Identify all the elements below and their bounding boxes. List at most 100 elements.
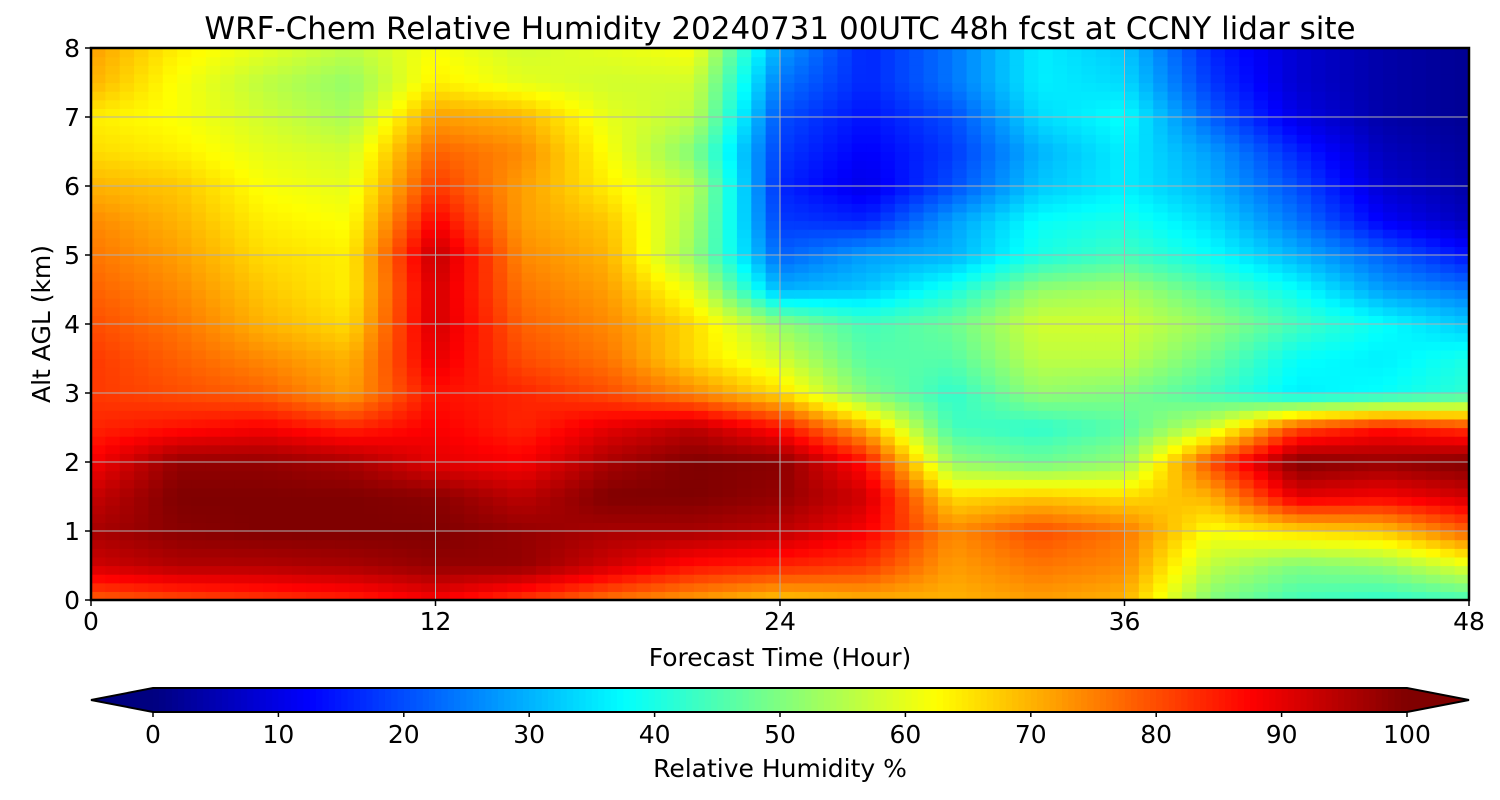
- field-cell: [421, 315, 437, 325]
- field-cell: [1124, 375, 1140, 385]
- field-cell: [349, 505, 365, 515]
- field-cell: [1138, 393, 1154, 403]
- field-cell: [1009, 548, 1025, 558]
- field-cell: [464, 306, 480, 316]
- field-cell: [1009, 280, 1025, 291]
- field-cell: [1153, 194, 1169, 204]
- field-cell: [1181, 410, 1197, 420]
- field-cell: [1239, 220, 1255, 230]
- field-cell: [1268, 384, 1283, 394]
- field-cell: [1296, 470, 1312, 480]
- field-cell: [191, 513, 207, 523]
- field-cell: [1224, 384, 1240, 394]
- field-cell: [492, 453, 508, 463]
- field-cell: [980, 168, 996, 178]
- field-cell: [679, 246, 695, 256]
- field-cell: [349, 349, 365, 360]
- field-cell: [1009, 272, 1025, 282]
- field-cell: [177, 436, 193, 446]
- field-cell: [248, 479, 264, 489]
- field-cell: [1024, 306, 1039, 316]
- field-cell: [1440, 436, 1456, 446]
- field-cell: [1325, 574, 1341, 584]
- field-cell: [952, 237, 968, 247]
- field-cell: [665, 556, 681, 567]
- field-cell: [780, 513, 795, 523]
- field-cell: [134, 418, 150, 429]
- field-cell: [363, 591, 379, 600]
- field-cell: [277, 531, 293, 541]
- field-cell: [1110, 272, 1126, 282]
- field-cell: [1454, 539, 1469, 549]
- field-cell: [1009, 556, 1025, 567]
- field-cell: [808, 280, 824, 291]
- field-cell: [1138, 306, 1154, 316]
- field-cell: [794, 496, 810, 506]
- field-cell: [449, 306, 465, 316]
- field-cell: [1196, 280, 1212, 291]
- field-cell: [134, 211, 150, 222]
- field-cell: [794, 393, 810, 403]
- field-cell: [1339, 427, 1355, 437]
- field-cell: [492, 513, 508, 523]
- field-cell: [607, 505, 623, 515]
- field-cell: [1325, 384, 1341, 394]
- field-cell: [1210, 522, 1226, 532]
- field-cell: [679, 556, 695, 567]
- field-cell: [693, 418, 709, 429]
- field-cell: [952, 220, 968, 230]
- field-cell: [306, 315, 322, 325]
- field-cell: [1311, 220, 1327, 230]
- field-cell: [1038, 531, 1054, 541]
- field-cell: [363, 324, 379, 334]
- field-cell: [1425, 487, 1441, 498]
- field-cell: [808, 548, 824, 558]
- field-cell: [1038, 418, 1054, 429]
- field-cell: [1440, 418, 1456, 429]
- field-cell: [464, 272, 480, 282]
- field-cell: [665, 315, 681, 325]
- field-cell: [507, 427, 523, 437]
- field-cell: [1095, 367, 1111, 377]
- field-cell: [177, 574, 193, 584]
- field-cell: [622, 591, 638, 600]
- field-cell: [1354, 341, 1370, 351]
- field-cell: [1067, 272, 1083, 282]
- field-cell: [995, 177, 1011, 187]
- field-cell: [277, 410, 293, 420]
- field-cell: [1282, 462, 1298, 472]
- field-cell: [1110, 186, 1126, 196]
- field-cell: [937, 487, 953, 498]
- field-cell: [1196, 358, 1212, 368]
- field-cell: [1382, 591, 1398, 600]
- field-cell: [349, 229, 365, 239]
- field-cell: [1440, 298, 1456, 308]
- field-cell: [909, 324, 925, 334]
- field-cell: [1368, 453, 1384, 463]
- field-cell: [349, 367, 365, 377]
- field-cell: [1024, 324, 1039, 334]
- field-cell: [736, 436, 752, 446]
- field-cell: [1382, 272, 1398, 282]
- field-cell: [894, 324, 910, 334]
- field-cell: [1268, 211, 1283, 222]
- field-cell: [1224, 211, 1240, 222]
- field-cell: [622, 470, 638, 480]
- field-cell: [1296, 591, 1312, 600]
- field-cell: [1110, 410, 1126, 420]
- field-cell: [1425, 237, 1441, 247]
- field-cell: [263, 237, 279, 247]
- field-cell: [1268, 324, 1283, 334]
- field-cell: [794, 211, 810, 222]
- field-cell: [980, 479, 996, 489]
- field-cell: [579, 401, 594, 411]
- field-cell: [1196, 496, 1212, 506]
- field-cell: [823, 298, 839, 308]
- field-cell: [306, 565, 322, 575]
- field-cell: [1181, 462, 1197, 472]
- field-cell: [966, 306, 982, 316]
- field-cell: [320, 453, 336, 463]
- field-cell: [765, 539, 781, 549]
- field-cell: [1368, 255, 1384, 265]
- field-cell: [119, 263, 135, 273]
